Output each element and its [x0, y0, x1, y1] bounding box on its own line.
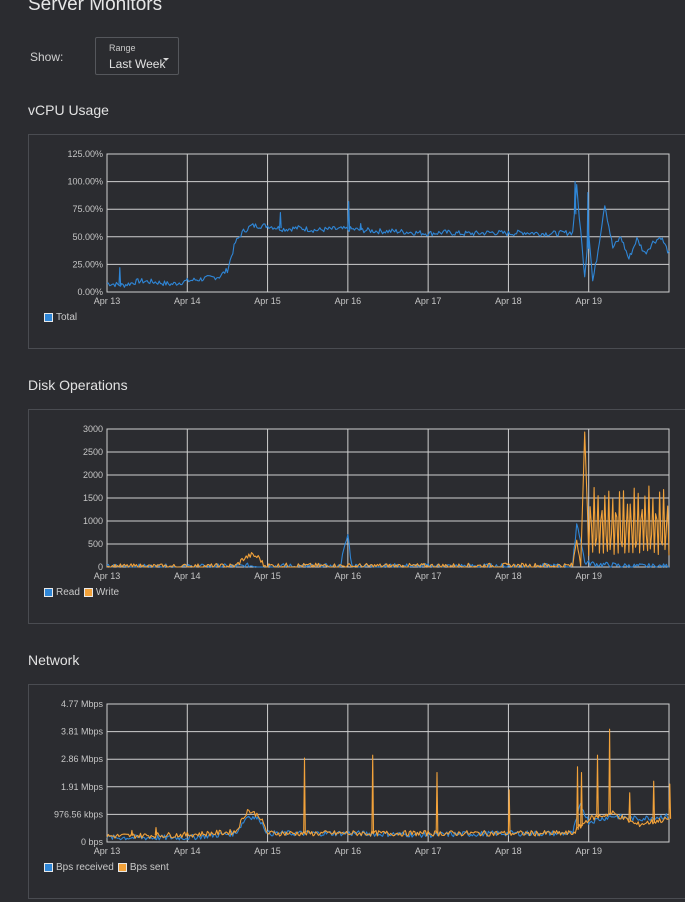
network-y-tick-label: 4.77 Mbps: [61, 699, 104, 709]
cpu-y-tick-label: 25.00%: [72, 259, 103, 269]
network-y-tick-label: 976.56 kbps: [54, 809, 104, 819]
disk-x-tick-label: Apr 14: [174, 571, 201, 581]
disk-section-title: Disk Operations: [28, 377, 128, 393]
network-x-tick-label: Apr 16: [335, 846, 362, 856]
legend-swatch: [117, 863, 127, 872]
range-value: Last Week: [109, 57, 166, 71]
network-y-tick-label: 2.86 Mbps: [61, 754, 104, 764]
network-y-tick-label: 0 bps: [81, 837, 104, 847]
disk-y-tick-label: 1500: [83, 493, 103, 503]
cpu-y-tick-label: 100.00%: [67, 177, 103, 187]
cpu-x-tick-label: Apr 15: [254, 296, 281, 306]
cpu-y-tick-label: 50.00%: [72, 232, 103, 242]
disk-y-tick-label: 500: [88, 539, 103, 549]
legend-item[interactable]: Write: [83, 587, 120, 598]
network-x-tick-label: Apr 17: [415, 846, 442, 856]
network-series-bps-sent: [106, 728, 672, 839]
chevron-down-icon: [163, 58, 169, 61]
legend-swatch: [44, 313, 53, 322]
network-section-title: Network: [28, 652, 80, 668]
network-chart-panel: 4.77 Mbps 3.81 Mbps 2.86 Mbps 1.91 Mbps 976.…: [28, 684, 685, 899]
cpu-legend: Total: [44, 312, 81, 323]
network-x-tick-label: Apr 13: [94, 846, 121, 856]
cpu-x-tick-label: Apr 17: [415, 296, 442, 306]
legend-label: Write: [95, 587, 120, 598]
disk-y-tick-label: 0: [98, 562, 103, 572]
legend-item[interactable]: Bps received: [44, 862, 114, 873]
network-legend: Bps received Bps sent: [44, 862, 173, 873]
disk-legend: Read Write: [44, 587, 123, 598]
cpu-x-tick-label: Apr 13: [94, 296, 121, 306]
cpu-plot-frame: [106, 153, 670, 293]
legend-label: Total: [56, 312, 78, 323]
disk-x-tick-label: Apr 18: [495, 571, 522, 581]
disk-series-read: [106, 523, 669, 568]
network-x-tick-label: Apr 15: [254, 846, 281, 856]
disk-x-tick-label: Apr 16: [335, 571, 362, 581]
cpu-section-title: vCPU Usage: [28, 102, 109, 118]
legend-label: Bps sent: [129, 862, 169, 873]
cpu-x-tick-label: Apr 14: [174, 296, 201, 306]
disk-x-tick-label: Apr 17: [415, 571, 442, 581]
network-series-bps-received: [106, 802, 670, 841]
cpu-series-total: [106, 181, 670, 288]
legend-item[interactable]: Read: [44, 587, 80, 598]
range-select[interactable]: Range Last Week: [95, 37, 179, 75]
network-x-tick-label: Apr 19: [575, 846, 602, 856]
network-chart: 4.77 Mbps 3.81 Mbps 2.86 Mbps 1.91 Mbps 976.…: [54, 699, 672, 856]
network-plot-frame: [106, 703, 670, 843]
disk-x-tick-label: Apr 13: [94, 571, 121, 581]
legend-item[interactable]: Bps sent: [117, 862, 169, 873]
disk-x-tick-label: Apr 15: [254, 571, 281, 581]
legend-label: Read: [56, 587, 80, 598]
disk-y-tick-label: 3000: [83, 424, 103, 434]
cpu-x-tick-label: Apr 19: [575, 296, 602, 306]
legend-swatch: [44, 588, 53, 597]
network-y-tick-label: 1.91 Mbps: [61, 782, 104, 792]
cpu-chart: 125.00%100.00%75.00%50.00%25.00%0.00%Apr…: [67, 149, 670, 306]
disk-y-tick-label: 2500: [83, 447, 103, 457]
network-y-tick-label: 3.81 Mbps: [61, 727, 104, 737]
disk-chart-panel: 3000 2500 2000 1500 1000 500 0 Apr 13 Apr 14 Apr …: [28, 409, 685, 624]
disk-y-tick-label: 2000: [83, 470, 103, 480]
cpu-x-tick-label: Apr 18: [495, 296, 522, 306]
disk-y-tick-label: 1000: [83, 516, 103, 526]
range-caption: Range: [109, 43, 136, 53]
cpu-chart-panel: 125.00% 100.00% 75.00% 50.00% 25.00% 0.00% Apr…: [28, 134, 685, 349]
legend-swatch: [83, 588, 93, 597]
disk-series-write: [106, 431, 670, 568]
cpu-x-tick-label: Apr 16: [335, 296, 362, 306]
legend-swatch: [44, 863, 53, 872]
legend-item[interactable]: Total: [44, 312, 77, 323]
network-x-tick-label: Apr 18: [495, 846, 522, 856]
legend-label: Bps received: [56, 862, 114, 873]
disk-x-tick-label: Apr 19: [575, 571, 602, 581]
page-title: Server Monitors: [28, 0, 163, 15]
cpu-y-tick-label: 0.00%: [77, 287, 103, 297]
network-x-tick-label: Apr 14: [174, 846, 201, 856]
cpu-y-tick-label: 75.00%: [72, 204, 103, 214]
show-label: Show:: [30, 50, 64, 64]
cpu-y-tick-label: 125.00%: [67, 149, 103, 159]
